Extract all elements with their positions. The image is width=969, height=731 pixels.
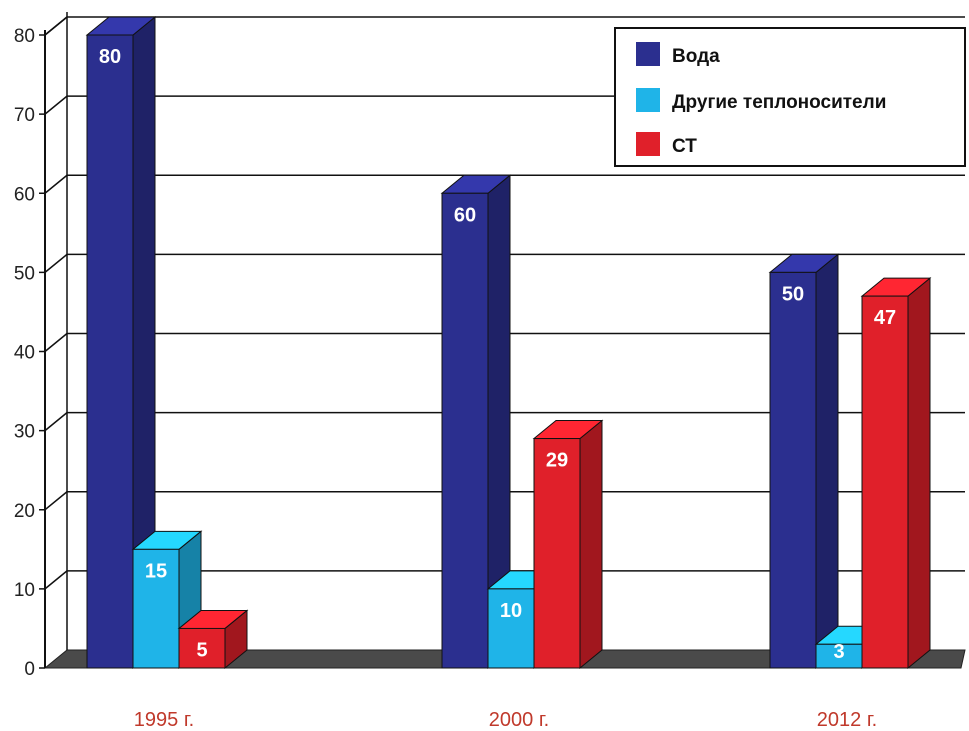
bar-front <box>441 192 489 669</box>
gridline-side <box>44 332 68 353</box>
bar-side <box>815 253 839 670</box>
legend-label-drugie: Другие теплоносители <box>672 92 886 113</box>
y-tick-label: 0 <box>24 659 35 680</box>
data-label: 15 <box>145 560 167 582</box>
bar-side <box>907 277 931 670</box>
bar-front <box>487 588 535 669</box>
legend: Вода Другие теплоносители СТ <box>614 27 966 167</box>
bar-2-0 <box>177 609 249 670</box>
legend-box <box>614 27 966 167</box>
y-tick-label: 30 <box>14 422 35 443</box>
x-tick-label: 2000 г. <box>489 709 549 731</box>
data-label: 10 <box>500 600 522 622</box>
gridline-side <box>44 570 68 590</box>
data-label: 80 <box>99 46 121 68</box>
gridline-side <box>44 412 68 432</box>
legend-label-st: СТ <box>672 136 697 157</box>
data-label: 50 <box>782 283 804 305</box>
bar-2-1 <box>532 419 604 670</box>
bars <box>85 15 932 670</box>
y-tick-label: 10 <box>14 580 35 601</box>
y-tick-label: 70 <box>14 105 35 126</box>
legend-swatch-drugie <box>636 88 660 112</box>
x-axis-labels: 1995 г. 2000 г. 2012 г. <box>134 709 877 731</box>
data-labels: 80 15 5 60 10 29 50 3 47 <box>99 46 896 663</box>
bar-front <box>861 295 909 669</box>
legend-swatch-voda <box>636 42 660 66</box>
legend-label-voda: Вода <box>672 46 720 67</box>
gridline-side <box>44 174 68 194</box>
data-label: 47 <box>874 307 896 329</box>
bar-side <box>579 419 603 670</box>
bar-front <box>132 548 180 669</box>
gridline-side <box>44 253 68 273</box>
bar-front <box>769 271 817 669</box>
data-label: 60 <box>454 204 476 226</box>
legend-swatch-st <box>636 132 660 156</box>
y-tick-label: 80 <box>14 26 35 47</box>
bar-front <box>178 627 226 669</box>
y-tick-label: 60 <box>14 184 35 205</box>
bar-front <box>533 438 581 669</box>
gridline-side <box>44 95 68 115</box>
y-axis: 0 10 20 30 40 50 60 70 80 <box>14 12 68 680</box>
x-tick-label: 1995 г. <box>134 709 194 731</box>
x-tick-label: 2012 г. <box>817 709 877 731</box>
y-tick-label: 20 <box>14 501 35 522</box>
bar-2-2 <box>860 277 932 670</box>
gridline-side <box>44 16 68 36</box>
y-tick-label: 40 <box>14 343 35 364</box>
data-label: 5 <box>196 639 207 661</box>
bar-0-1 <box>440 174 512 670</box>
data-label: 29 <box>546 450 568 472</box>
bar-front <box>86 34 134 669</box>
data-label: 3 <box>833 641 844 663</box>
bar-0-2 <box>768 253 840 670</box>
y-tick-label: 50 <box>14 263 35 284</box>
bar-0-0 <box>85 15 157 670</box>
gridline-side <box>44 491 68 511</box>
